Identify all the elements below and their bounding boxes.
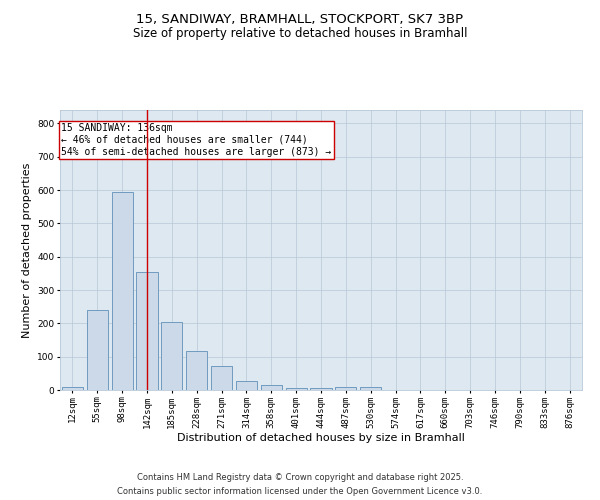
Bar	[161, 322, 182, 390]
X-axis label: Distribution of detached houses by size in Bramhall: Distribution of detached houses by size …	[177, 434, 465, 444]
Bar	[186, 350, 207, 390]
Y-axis label: Number of detached properties: Number of detached properties	[22, 162, 32, 338]
Bar	[136, 272, 158, 390]
Bar	[211, 366, 232, 390]
Text: 15 SANDIWAY: 136sqm
← 46% of detached houses are smaller (744)
54% of semi-detac: 15 SANDIWAY: 136sqm ← 46% of detached ho…	[61, 124, 331, 156]
Bar	[310, 388, 332, 390]
Bar	[360, 388, 381, 390]
Text: 15, SANDIWAY, BRAMHALL, STOCKPORT, SK7 3BP: 15, SANDIWAY, BRAMHALL, STOCKPORT, SK7 3…	[136, 12, 464, 26]
Bar	[62, 386, 83, 390]
Bar	[112, 192, 133, 390]
Bar	[261, 386, 282, 390]
Bar	[286, 388, 307, 390]
Bar	[335, 388, 356, 390]
Bar	[87, 310, 108, 390]
Bar	[236, 380, 257, 390]
Text: Contains public sector information licensed under the Open Government Licence v3: Contains public sector information licen…	[118, 488, 482, 496]
Text: Contains HM Land Registry data © Crown copyright and database right 2025.: Contains HM Land Registry data © Crown c…	[137, 472, 463, 482]
Text: Size of property relative to detached houses in Bramhall: Size of property relative to detached ho…	[133, 28, 467, 40]
